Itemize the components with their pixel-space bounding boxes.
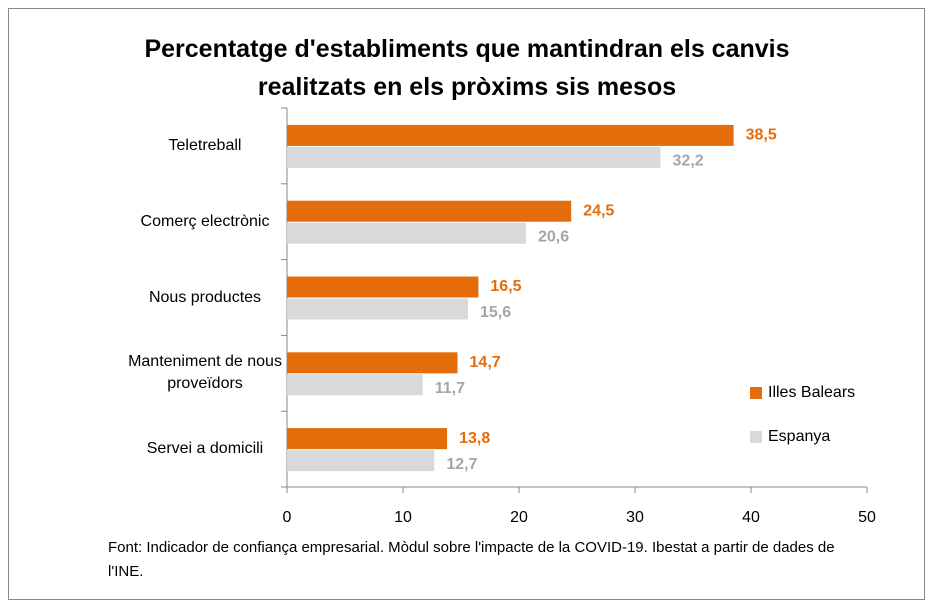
legend-swatch [750, 387, 762, 399]
x-tick-label: 40 [742, 509, 760, 526]
bar [287, 374, 423, 396]
category-label: Teletreball [168, 136, 242, 154]
bar [287, 428, 448, 450]
category-label: Nous productes [148, 288, 262, 306]
source-note: Font: Indicador de confiança empresarial… [108, 539, 835, 580]
bar [287, 146, 661, 168]
value-label: 20,6 [538, 228, 569, 245]
bar [287, 352, 458, 374]
value-label: 16,5 [490, 278, 521, 295]
bar [287, 124, 734, 146]
bar [287, 276, 479, 298]
value-label: 13,8 [459, 430, 490, 447]
legend-label: Illes Balears [768, 384, 855, 401]
x-tick-label: 30 [626, 509, 644, 526]
x-tick-label: 10 [394, 509, 412, 526]
value-label: 11,7 [435, 380, 465, 397]
legend-swatch [750, 431, 762, 443]
bar [287, 298, 468, 320]
chart-title: Percentatge d'establiments que mantindra… [144, 35, 790, 101]
x-tick-label: 20 [510, 509, 528, 526]
x-tick-label: 0 [283, 509, 292, 526]
value-label: 12,7 [446, 456, 477, 473]
category-label: Comerç electrònic [140, 212, 270, 230]
value-label: 24,5 [583, 202, 614, 219]
category-label: Manteniment de nous proveïdors [128, 353, 282, 393]
value-label: 38,5 [746, 127, 777, 144]
value-label: 14,7 [470, 354, 501, 371]
x-tick-label: 50 [858, 509, 876, 526]
category-label: Servei a domicili [146, 440, 264, 458]
value-label: 15,6 [480, 304, 511, 321]
bar [287, 450, 435, 472]
bar [287, 200, 572, 222]
bar [287, 222, 526, 244]
value-label: 32,2 [673, 153, 704, 170]
legend-label: Espanya [768, 428, 830, 445]
